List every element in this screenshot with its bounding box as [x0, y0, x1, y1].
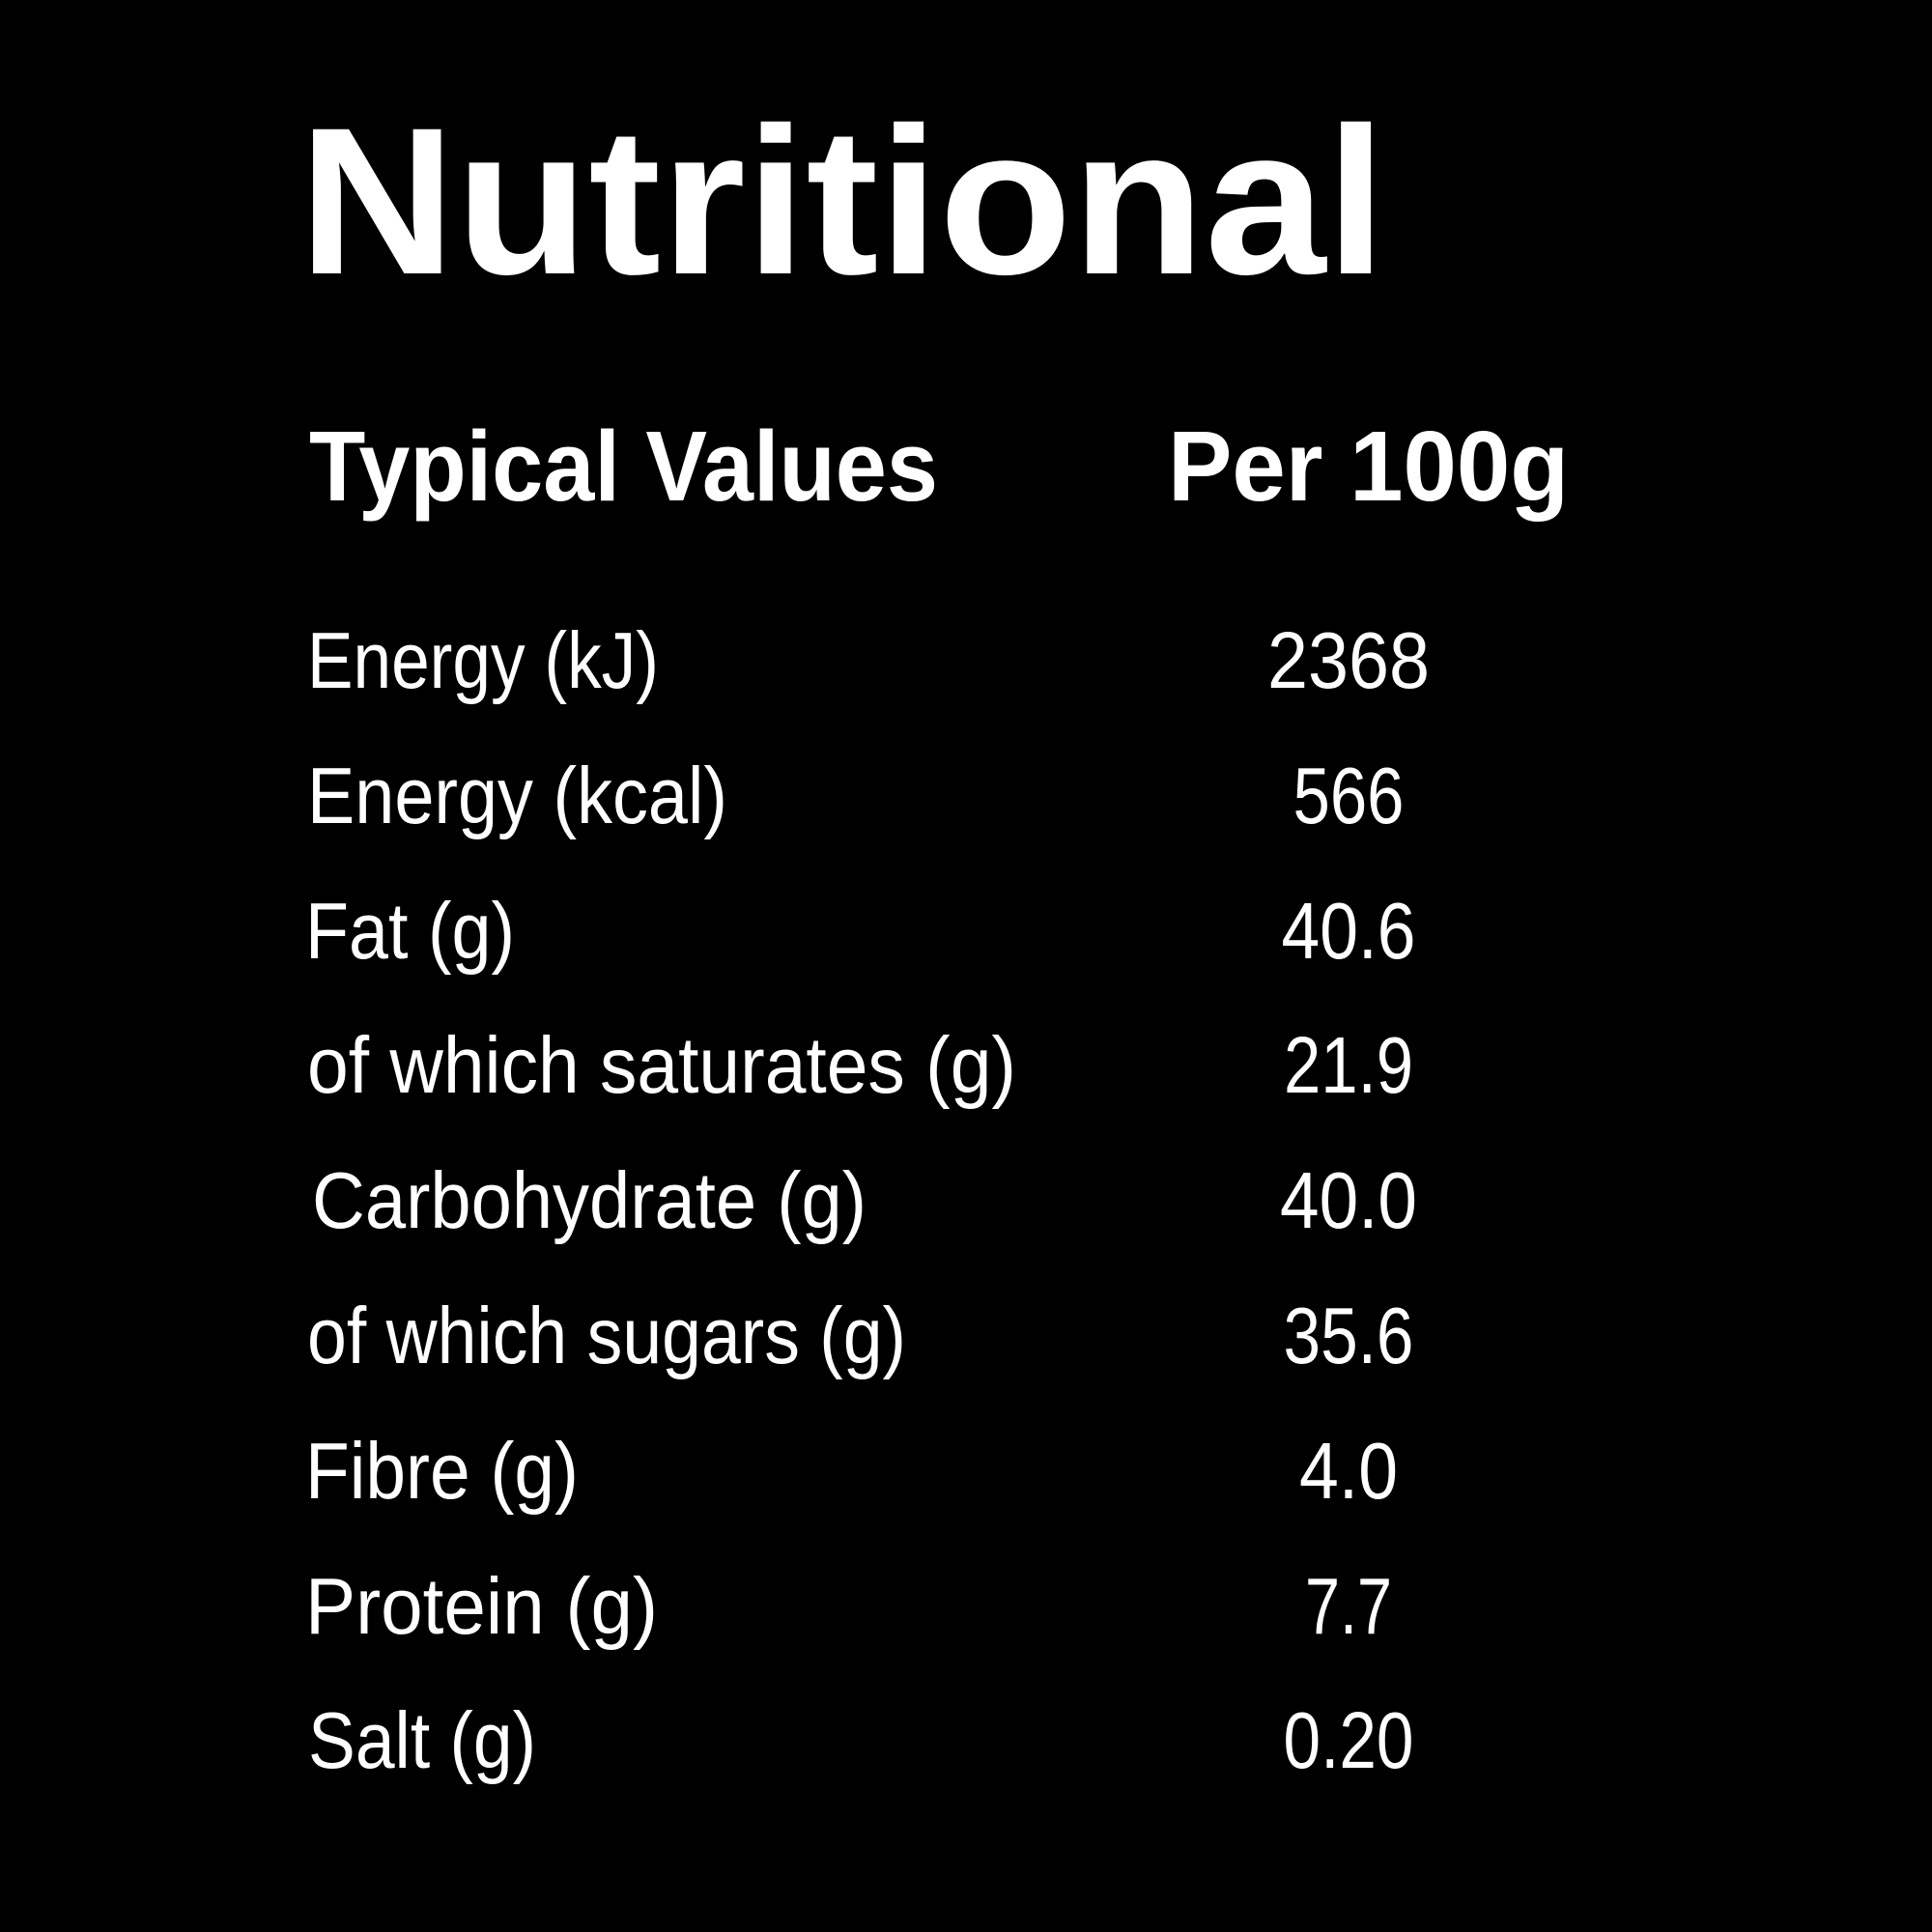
svg-text:Protein (g): Protein (g): [305, 1561, 658, 1651]
svg-text:35.6: 35.6: [1284, 1291, 1414, 1380]
svg-text:Salt (g): Salt (g): [308, 1695, 536, 1785]
svg-text:Typical Values: Typical Values: [309, 411, 938, 522]
svg-text:Energy (kJ): Energy (kJ): [307, 615, 659, 705]
svg-text:of which sugars (g): of which sugars (g): [307, 1291, 906, 1380]
svg-text:Nutritional: Nutritional: [298, 84, 1386, 318]
svg-text:0.20: 0.20: [1284, 1695, 1414, 1785]
svg-text:566: 566: [1293, 751, 1405, 840]
svg-text:4.0: 4.0: [1299, 1426, 1398, 1516]
svg-text:Carbohydrate (g): Carbohydrate (g): [312, 1155, 867, 1245]
svg-text:40.6: 40.6: [1282, 886, 1416, 976]
svg-text:of which saturates (g): of which saturates (g): [307, 1020, 1016, 1110]
svg-text:7.7: 7.7: [1305, 1561, 1392, 1651]
svg-text:21.9: 21.9: [1284, 1020, 1413, 1110]
svg-text:2368: 2368: [1267, 615, 1430, 705]
svg-text:Energy (kcal): Energy (kcal): [307, 751, 727, 840]
svg-text:Fat (g): Fat (g): [305, 886, 515, 976]
svg-text:Per 100g: Per 100g: [1168, 411, 1569, 522]
svg-text:40.0: 40.0: [1280, 1155, 1417, 1245]
svg-text:Fibre (g): Fibre (g): [305, 1426, 579, 1516]
